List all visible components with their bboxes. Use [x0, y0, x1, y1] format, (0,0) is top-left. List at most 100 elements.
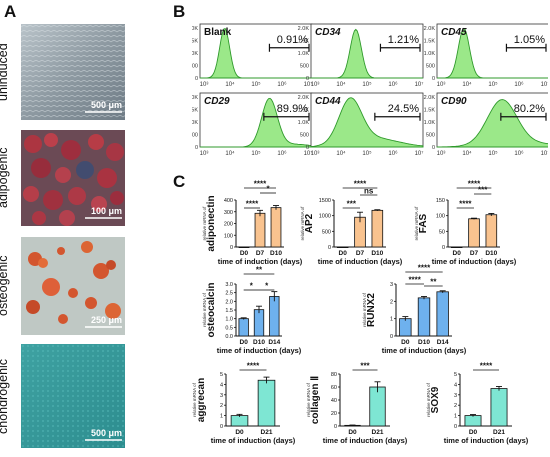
x-tick-label: D10 — [485, 250, 497, 257]
flow-plot-cd90: 80.2% CD90 10³ 10⁴ 10⁵ 10⁶ 10⁷ 0 500 1.0K 1.5K 2.0K — [424, 92, 548, 157]
significance-label: * — [265, 282, 269, 291]
x-tick-label: D0 — [401, 339, 410, 346]
bar — [468, 218, 480, 248]
bar — [253, 309, 265, 337]
panel-label-c: C — [173, 172, 186, 191]
y-tick-label: 1500 — [319, 198, 331, 204]
y-axis-gene: RUNX2 — [366, 293, 377, 327]
y-tick-label: 1.5K — [298, 39, 310, 45]
x-tick-label: D10 — [270, 250, 282, 257]
y-tick-label: 500 — [300, 64, 309, 70]
y-tick-label: 0 — [390, 334, 393, 340]
x-tick-label: D7 — [470, 250, 479, 257]
y-tick-label: 40 — [331, 398, 337, 404]
y-tick-label: 2.0K — [424, 95, 436, 101]
bar — [336, 246, 349, 249]
x-tick-label: D0 — [235, 429, 244, 436]
x-tick-label: D21 — [372, 429, 384, 436]
y-axis-prefix: relative mRNA of — [192, 382, 197, 417]
scale-label-uninduced: 500 μm — [91, 100, 122, 110]
histogram-curve — [200, 97, 313, 148]
scale-label-chondrogenic: 500 μm — [91, 428, 122, 438]
x-tick-label: D7 — [356, 250, 365, 257]
y-axis-gene: osteocalcin — [206, 282, 217, 337]
y-axis-prefix: relative mRNA of — [426, 382, 431, 417]
x-tick-label: 10⁶ — [514, 150, 524, 157]
x-tick-label: D14 — [437, 339, 449, 346]
y-tick-label: 3 — [390, 282, 393, 288]
x-tick-label: D0 — [240, 339, 249, 346]
micrograph-chondrogenic: 500 μm — [21, 344, 125, 448]
x-tick-label: D10 — [253, 339, 265, 346]
bar — [436, 291, 449, 337]
y-tick-label: 500 — [426, 64, 435, 70]
y-tick-label: 1.5K — [192, 39, 198, 45]
bar — [490, 388, 508, 427]
y-tick-label: 500 — [300, 133, 309, 139]
y-tick-label: 4 — [454, 382, 457, 388]
bar — [254, 212, 266, 248]
y-tick-label: 1000 — [319, 214, 331, 220]
scale-label-adipogenic: 100 μm — [91, 206, 122, 216]
gate-percent: 24.5% — [388, 103, 419, 115]
x-tick-label: 10⁵ — [251, 81, 261, 88]
y-tick-label: 100 — [224, 233, 233, 239]
x-tick-label: 10⁶ — [277, 81, 287, 88]
x-tick-label: 10³ — [437, 82, 446, 88]
y-tick-label: 0 — [306, 145, 309, 151]
y-tick-label: 0 — [334, 424, 337, 430]
x-tick-label: 10³ — [200, 82, 209, 88]
significance-label: **** — [408, 276, 421, 285]
y-tick-label: 1.0 — [225, 317, 233, 323]
significance-label: * — [250, 282, 254, 291]
flow-plot-cd29: 89.9%CD2910³10⁴10⁵10⁶10⁷05001.0K1.5K2.0K — [192, 92, 313, 157]
significance-label: **** — [468, 180, 481, 189]
x-tick-label: 10⁶ — [514, 81, 524, 88]
bar-chart-ap2: 0 500 1000 1500 relative mRNA of AP2 D0 D7 D10ti… — [300, 180, 403, 267]
y-axis-gene: adiponectin — [206, 195, 217, 251]
significance-label: *** — [478, 186, 488, 195]
x-tick-label: 10⁵ — [362, 81, 372, 88]
bar-chart-fas: 0 50 100 150 relative mRNA of FAS D0 D7 D10time … — [414, 180, 517, 267]
y-axis-gene: FAS — [418, 213, 429, 233]
y-tick-label: 20 — [331, 411, 337, 417]
x-tick-label: 10³ — [200, 151, 209, 157]
significance-label: ** — [256, 266, 263, 275]
x-tick-label: D7 — [256, 250, 265, 257]
marker-name: Blank — [204, 27, 232, 38]
plot-frame — [310, 23, 424, 79]
y-tick-label: 3 — [220, 393, 223, 399]
x-axis-label: time of induction (days) — [218, 257, 303, 266]
significance-label: **** — [418, 264, 431, 273]
x-tick-label: 10⁴ — [336, 150, 346, 157]
x-tick-label: D0 — [339, 250, 348, 257]
y-tick-label: 200 — [224, 222, 233, 228]
bar — [369, 386, 386, 427]
y-tick-label: 2 — [390, 299, 393, 305]
x-tick-label: 10⁵ — [488, 81, 498, 88]
gate-percent: 80.2% — [514, 103, 545, 115]
x-tick-label: D21 — [493, 429, 505, 436]
y-tick-label: 1.5K — [298, 108, 310, 114]
x-axis-label: time of induction (days) — [444, 436, 529, 445]
significance-label: **** — [246, 200, 259, 209]
x-axis-label: time of induction (days) — [432, 257, 517, 266]
x-tick-label: 10⁷ — [415, 150, 424, 157]
x-axis-label: time of induction (days) — [382, 346, 467, 355]
y-tick-label: 1.0K — [192, 51, 198, 57]
bar-chart-collagen-ⅱ: 0 20 40 60 80 relative mRNA of collagen Ⅱ D0 D21… — [306, 362, 408, 446]
significance-label: **** — [480, 362, 493, 371]
gate-percent: 89.9% — [277, 103, 308, 115]
bar — [485, 214, 498, 248]
y-axis-gene: aggrecan — [196, 378, 207, 422]
y-tick-label: 0 — [195, 145, 198, 151]
flow-plot-cd45: 1.05% CD45 10³ 10⁴ 10⁵ 10⁶ 10⁷ 0 500 1.0K 1.5K 2.0K — [424, 23, 548, 88]
histogram-curve — [436, 99, 548, 148]
y-tick-label: 500 — [192, 64, 198, 70]
y-tick-label: 2.5 — [225, 291, 233, 297]
micrograph-adipogenic: 100 μm — [21, 130, 125, 226]
